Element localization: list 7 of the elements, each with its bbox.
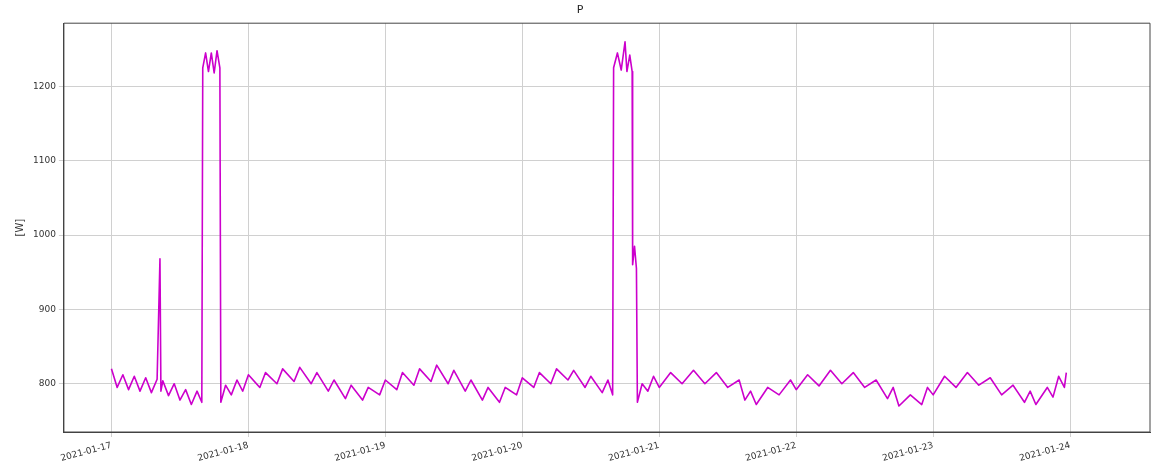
y-tick-label: 800	[38, 378, 57, 389]
y-tick-label: 1200	[33, 80, 57, 91]
y-axis-title: [W]	[13, 218, 25, 237]
y-tick-label: 1100	[33, 155, 57, 166]
chart-title: P	[576, 3, 584, 17]
y-tick-label: 900	[38, 303, 57, 314]
y-tick-label: 1000	[33, 229, 57, 240]
